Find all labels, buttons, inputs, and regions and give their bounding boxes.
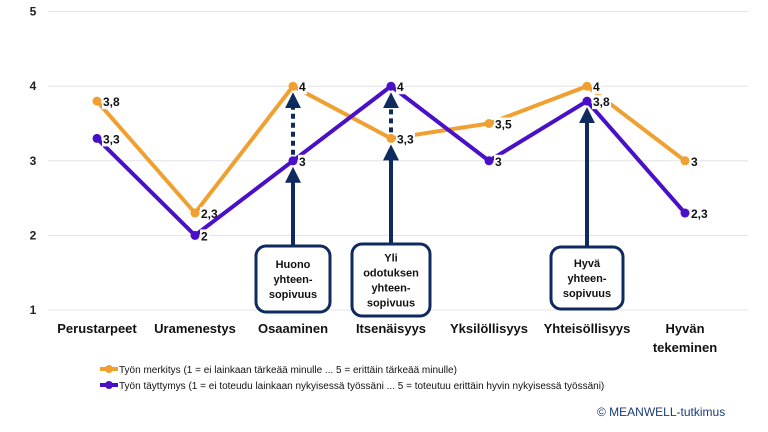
data-label-bg [102, 132, 122, 147]
data-label-bg [200, 229, 209, 244]
data-point [484, 119, 494, 128]
data-label: 3 [299, 155, 306, 169]
data-label: 3 [495, 155, 502, 169]
annotation-text: Hyvä [574, 258, 601, 270]
y-tick-label: 1 [30, 303, 37, 317]
annotation-box [254, 244, 332, 314]
data-label-bg [494, 117, 514, 132]
data-label-bg [494, 154, 503, 169]
y-tick-label: 3 [30, 154, 37, 168]
y-tick-label: 4 [30, 79, 37, 93]
data-point [680, 208, 690, 218]
x-tick-label: Perustarpeet [57, 321, 137, 336]
data-label-bg [592, 95, 612, 110]
x-tick-label: Hyvän [665, 321, 704, 336]
data-point [190, 230, 200, 240]
legend-label: Työn merkitys (1 = ei lainkaan tärkeää m… [119, 365, 457, 376]
data-point [582, 81, 592, 91]
annotation-text: yhteen- [371, 283, 410, 295]
x-tick-label: Osaaminen [258, 321, 328, 336]
data-label: 4 [593, 80, 600, 94]
data-point [484, 156, 494, 166]
annotation-text: yhteen- [567, 273, 606, 285]
x-tick-label: Yhteisöllisyys [544, 321, 631, 336]
data-label-bg [396, 132, 416, 147]
copyright-text: © MEANWELL-tutkimus [597, 405, 725, 419]
x-tick-label: Yksilöllisyys [450, 321, 528, 336]
data-point [288, 81, 298, 91]
data-label: 4 [299, 80, 306, 94]
data-label-bg [102, 95, 122, 110]
data-label: 3 [691, 155, 698, 169]
annotation-text: sopivuus [269, 289, 317, 301]
y-tick-label: 5 [30, 5, 37, 19]
data-label-bg [298, 80, 307, 95]
data-point [288, 156, 298, 166]
legend-label: Työn täyttymys (1 = ei toteudu lainkaan … [119, 381, 604, 392]
data-label-bg [690, 207, 710, 222]
data-point [680, 156, 690, 166]
data-label-bg [690, 154, 699, 169]
legend-marker [105, 365, 113, 373]
data-label: 3,3 [103, 132, 120, 146]
data-point [386, 81, 396, 91]
annotation-text: sopivuus [563, 288, 611, 300]
annotation-text: odotuksen [363, 268, 419, 280]
annotation-box [549, 245, 625, 311]
annotation-text: sopivuus [367, 298, 415, 310]
data-label: 2 [201, 229, 208, 243]
legend-marker [105, 381, 113, 389]
data-label: 2,3 [201, 207, 218, 221]
data-label: 3,8 [103, 95, 120, 109]
data-point [92, 96, 102, 106]
data-label-bg [396, 80, 405, 95]
data-label: 3,3 [397, 132, 414, 146]
annotation-text: yhteen- [273, 274, 312, 286]
data-point [386, 133, 396, 143]
data-label: 2,3 [691, 207, 708, 221]
x-tick-label: Uramenestys [154, 321, 236, 336]
annotation-box [350, 242, 432, 318]
data-label-bg [298, 154, 307, 169]
data-label: 4 [397, 80, 404, 94]
data-point [582, 96, 592, 106]
x-tick-label: Itsenäisyys [356, 321, 426, 336]
y-tick-label: 2 [30, 228, 37, 242]
data-label: 3,8 [593, 95, 610, 109]
annotation-text: Huono [276, 259, 311, 271]
data-label-bg [592, 80, 601, 95]
data-point [190, 208, 200, 218]
data-label: 3,5 [495, 118, 512, 132]
data-label-bg [200, 207, 220, 222]
x-tick-label: tekeminen [653, 340, 717, 355]
data-point [92, 133, 102, 143]
annotation-text: Yli [384, 253, 397, 265]
